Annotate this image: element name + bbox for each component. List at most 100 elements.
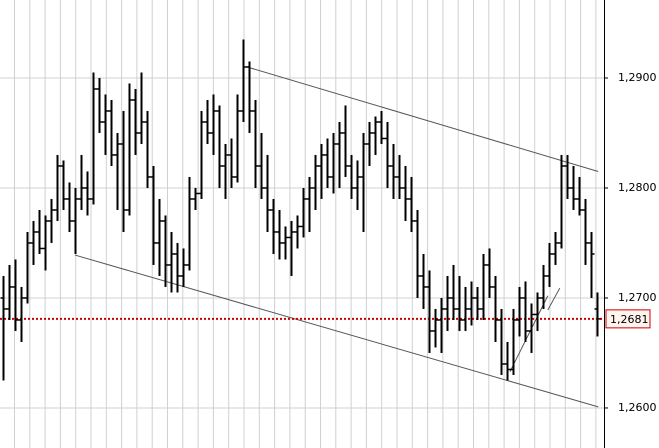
ohlc-bar <box>90 72 97 205</box>
ohlc-bar <box>276 209 283 260</box>
ohlc-bar <box>372 116 379 155</box>
ohlc-bar <box>306 176 313 232</box>
ohlc-bar <box>456 275 463 331</box>
ohlc-bar <box>438 297 445 353</box>
ohlc-bar <box>192 187 199 210</box>
ohlc-bar <box>96 77 103 133</box>
ohlc-bar <box>450 264 457 320</box>
ohlc-bar <box>528 303 535 353</box>
ohlc-bar <box>396 154 403 199</box>
ohlc-bar <box>588 231 595 298</box>
ohlc-bar <box>552 231 559 265</box>
ohlc-bar <box>288 220 295 276</box>
ohlc-bar <box>234 94 241 183</box>
ohlc-bar <box>150 165 157 265</box>
ohlc-bar <box>462 286 469 331</box>
ohlc-bar <box>162 215 169 287</box>
ohlc-bar <box>348 154 355 199</box>
ohlc-bar <box>330 132 337 194</box>
ohlc-bar <box>546 242 553 287</box>
ohlc-bar <box>156 198 163 276</box>
ohlc-bar <box>12 259 19 331</box>
ohlc-bar <box>174 242 181 293</box>
ohlc-bar <box>384 121 391 188</box>
ohlc-bar <box>144 110 151 188</box>
ohlc-bar <box>222 143 229 199</box>
y-tick-label: 1,2900 <box>618 71 657 84</box>
ohlc-bar <box>318 143 325 199</box>
ohlc-bar <box>486 248 493 298</box>
ohlc-bar <box>570 165 577 210</box>
ohlc-bar <box>48 198 55 243</box>
ohlc-bar <box>420 253 427 309</box>
ohlc-bar <box>324 138 331 188</box>
ohlc-bar <box>102 94 109 155</box>
ohlc-bar <box>138 72 145 144</box>
ohlc-bar <box>114 132 121 210</box>
ohlc-bar <box>66 182 73 232</box>
ohlc-bar <box>24 231 31 304</box>
ohlc-bar <box>54 154 61 221</box>
ohlc-bar <box>408 176 415 232</box>
ohlc-bar <box>180 248 187 287</box>
ohlc-bar <box>240 39 247 122</box>
ohlc-bar <box>186 176 193 271</box>
ohlc-bar <box>108 99 115 166</box>
ohlc-bar <box>228 138 235 188</box>
y-tick-label: 1,2800 <box>618 181 657 194</box>
ohlc-bar <box>402 165 409 221</box>
ohlc-bar <box>264 154 271 232</box>
ohlc-bar <box>312 154 319 210</box>
ohlc-bar <box>480 253 487 320</box>
ohlc-bar <box>120 110 127 232</box>
ohlc-bar <box>84 171 91 216</box>
ohlc-bar <box>294 215 301 249</box>
ohlc-bar <box>474 286 481 320</box>
ohlc-bar <box>426 270 433 353</box>
ohlc-bar <box>132 88 139 155</box>
ohlc-bar <box>510 308 517 375</box>
last-price-box <box>605 309 651 329</box>
ohlc-bar <box>198 110 205 199</box>
trendline <box>547 287 561 311</box>
ohlc-bar <box>534 292 541 331</box>
ohlc-bar <box>378 110 385 144</box>
ohlc-bar <box>504 341 511 381</box>
ohlc-bar <box>126 83 133 216</box>
ohlc-bar <box>540 264 547 309</box>
ohlc-bar <box>42 215 49 271</box>
ohlc-bar <box>18 286 25 342</box>
ohlc-bar <box>204 99 211 144</box>
y-tick-label: 1,2700 <box>618 291 657 304</box>
ohlc-bar <box>444 275 451 331</box>
ohlc-bar <box>492 275 499 342</box>
ohlc-bar <box>168 231 175 293</box>
trendline <box>247 66 599 172</box>
ohlc-bar <box>246 61 253 133</box>
ohlc-bar <box>354 160 361 210</box>
ohlc-bar <box>558 154 565 249</box>
ohlc-bar <box>60 160 67 210</box>
ohlc-bar <box>576 176 583 216</box>
ohlc-bar <box>342 105 349 177</box>
ohlc-bar <box>6 264 13 320</box>
ohlc-bar <box>72 187 79 254</box>
y-tick-label: 1,2600 <box>618 401 657 414</box>
ohlc-bar <box>252 99 259 188</box>
ohlc-bar <box>498 308 505 375</box>
ohlc-bar <box>360 132 367 232</box>
ohlc-bar <box>432 308 439 348</box>
ohlc-bar <box>270 198 277 254</box>
ohlc-bar <box>582 198 589 265</box>
ohlc-bar <box>594 292 601 337</box>
ohlc-bar <box>210 94 217 155</box>
ohlc-bar <box>564 154 571 199</box>
ohlc-bar <box>282 226 289 260</box>
ohlc-bar <box>336 121 343 188</box>
ohlc-bar <box>300 187 307 238</box>
ohlc-bar <box>216 105 223 188</box>
ohlc-bar <box>0 275 7 381</box>
ohlc-bar <box>414 209 421 298</box>
ohlc-bar <box>390 143 397 199</box>
